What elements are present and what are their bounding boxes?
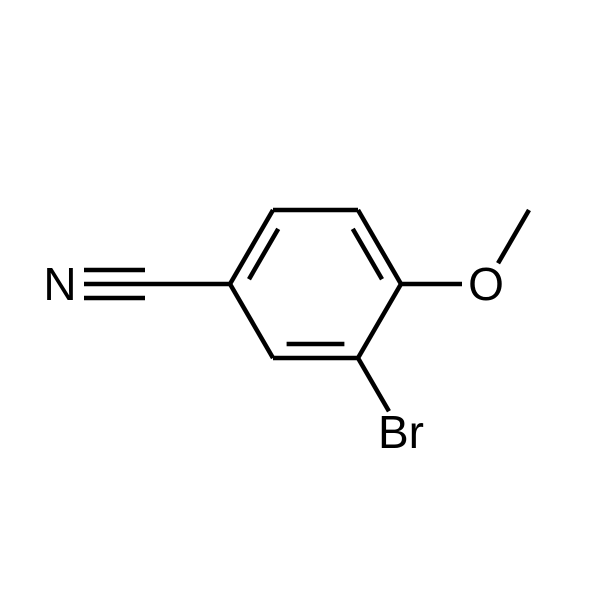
bond xyxy=(249,229,278,279)
bond xyxy=(353,229,382,279)
atom-label-o: O xyxy=(468,258,504,310)
atom-label-br: Br xyxy=(378,406,424,458)
atom-label-n: N xyxy=(43,258,76,310)
bond xyxy=(358,358,389,411)
bond xyxy=(498,210,529,263)
molecule-diagram: N Br O xyxy=(0,0,600,600)
bond xyxy=(358,284,401,358)
bond xyxy=(230,284,273,358)
